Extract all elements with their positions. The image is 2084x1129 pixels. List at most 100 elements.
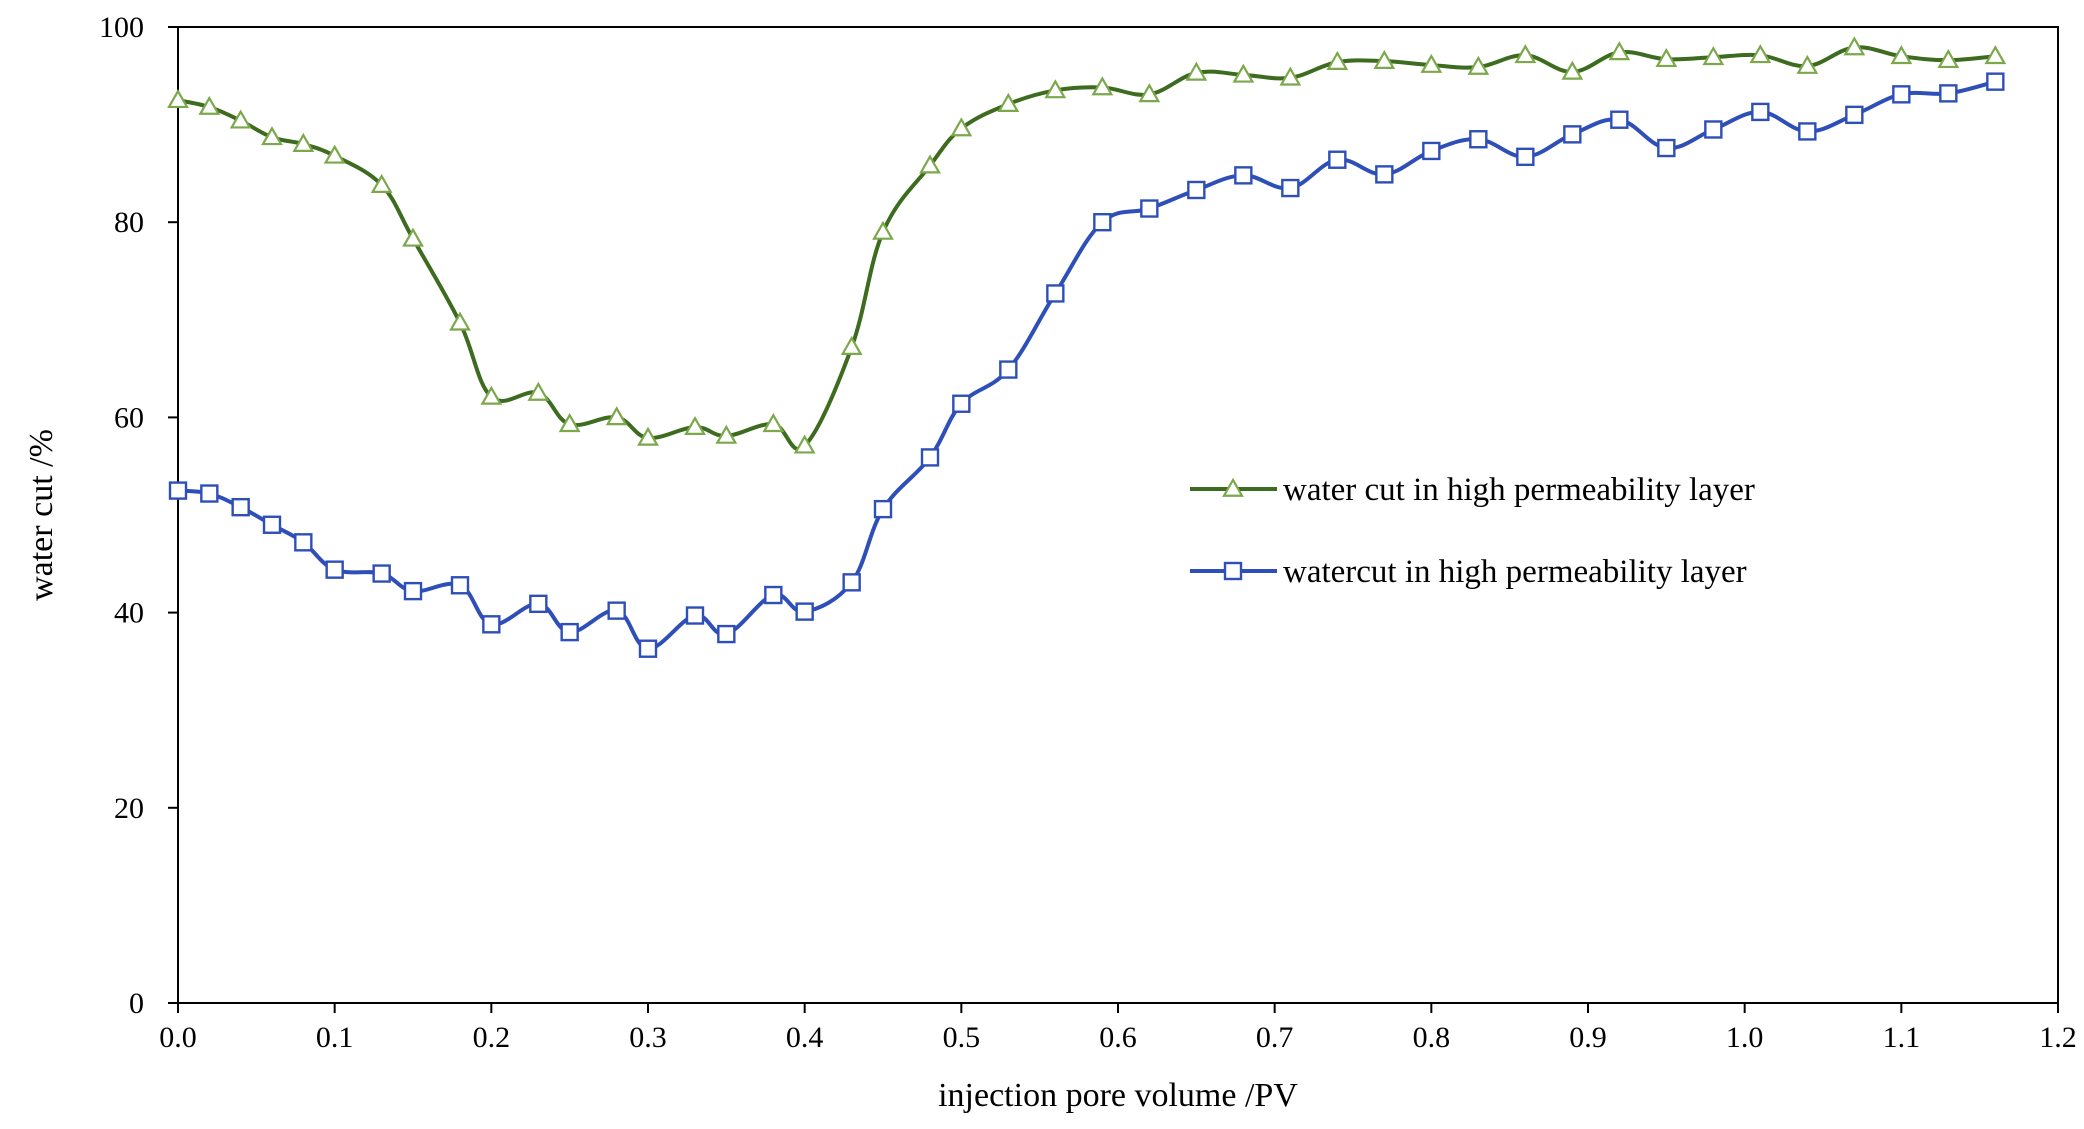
data-point (840, 335, 863, 355)
data-point (920, 448, 940, 467)
data-point (1890, 45, 1913, 65)
legend-marker (1223, 561, 1243, 581)
data-point (1751, 102, 1770, 122)
data-point (1798, 122, 1817, 141)
x-axis-label: injection pore volume /PV (938, 1077, 1298, 1114)
data-point (261, 126, 283, 146)
x-tick-label: 1.1 (1883, 1021, 1921, 1054)
series-line (176, 79, 1998, 651)
data-point (1420, 53, 1443, 73)
data-point (1749, 44, 1772, 64)
x-tick-label: 0.6 (1099, 1021, 1137, 1054)
data-point (795, 602, 814, 621)
y-tick-label: 0 (129, 987, 144, 1020)
data-point (1702, 46, 1725, 66)
data-point (231, 497, 250, 517)
data-point (403, 581, 423, 601)
x-tick-label: 1.0 (1726, 1021, 1764, 1054)
data-point (1561, 60, 1584, 80)
data-point (1608, 41, 1631, 61)
data-point (1467, 55, 1490, 75)
data-point (449, 311, 471, 331)
data-point (873, 499, 893, 519)
series-layer (167, 36, 2007, 658)
data-point (1375, 165, 1394, 184)
data-point (262, 515, 282, 534)
data-point (323, 144, 346, 164)
data-point (685, 606, 705, 625)
plot-area (177, 26, 2059, 1004)
data-point (1563, 125, 1582, 144)
data-point (1892, 85, 1911, 104)
y-axis-label: water cut /% (23, 429, 60, 601)
legend: water cut in high permeability layer wate… (1190, 472, 1755, 590)
x-tick-label: 0.1 (316, 1021, 354, 1054)
data-point (1140, 199, 1159, 218)
data-point (402, 227, 424, 247)
data-point (605, 406, 628, 426)
legend-label: water cut in high permeability layer (1283, 472, 1755, 508)
y-tick-label: 60 (114, 401, 144, 434)
data-point (198, 95, 221, 115)
data-point (1328, 150, 1347, 169)
data-point (372, 564, 391, 583)
data-point (950, 117, 973, 137)
x-tick-label: 0.7 (1256, 1021, 1294, 1054)
data-point (1469, 130, 1488, 149)
data-point (325, 560, 344, 579)
data-point (168, 481, 188, 500)
x-tick-label: 1.2 (2039, 1021, 2077, 1054)
data-point (638, 639, 658, 658)
data-point (1610, 110, 1629, 129)
data-point (480, 385, 503, 405)
data-point (793, 434, 816, 454)
data-point (450, 576, 470, 595)
data-point (482, 615, 501, 634)
data-point (1984, 45, 2007, 65)
data-point (637, 426, 659, 446)
data-point (1279, 66, 1302, 86)
series-2 (168, 72, 2005, 658)
data-point (1937, 48, 1960, 69)
data-point (1845, 105, 1864, 125)
legend-marker (1222, 477, 1244, 497)
data-point (1187, 180, 1206, 200)
series-line (176, 45, 1998, 451)
data-point (1516, 147, 1535, 167)
data-point (1657, 138, 1676, 158)
data-point (872, 220, 894, 240)
data-point (529, 594, 548, 614)
x-tick-label: 0.5 (943, 1021, 981, 1054)
y-tick-label: 80 (114, 206, 144, 239)
data-point (1046, 284, 1065, 303)
data-point (1843, 36, 1866, 56)
x-tick-label: 0.8 (1413, 1021, 1451, 1054)
data-point (1986, 72, 2005, 91)
data-point (1044, 79, 1067, 99)
data-point (842, 573, 861, 592)
y-tick-label: 100 (99, 11, 144, 44)
data-point (294, 533, 313, 552)
data-point (715, 424, 738, 444)
data-point (1326, 50, 1349, 70)
data-point (560, 622, 579, 642)
data-point (997, 92, 1020, 112)
data-point (1373, 49, 1396, 70)
data-point (919, 154, 941, 174)
data-point (292, 132, 315, 152)
data-point (762, 413, 785, 433)
y-tick-label: 20 (114, 792, 144, 825)
data-point (1939, 84, 1958, 103)
x-tick-label: 0.0 (159, 1021, 197, 1054)
data-point (167, 88, 189, 109)
series-1 (167, 36, 2007, 454)
data-point (1796, 54, 1819, 74)
y-axis-ticks: 0 20 40 60 80 100 (99, 11, 178, 1020)
data-point (607, 601, 626, 620)
x-tick-label: 0.9 (1569, 1021, 1607, 1054)
x-tick-label: 0.4 (786, 1021, 824, 1054)
data-point (717, 624, 736, 644)
data-point (999, 360, 1018, 379)
data-point (1655, 47, 1678, 68)
